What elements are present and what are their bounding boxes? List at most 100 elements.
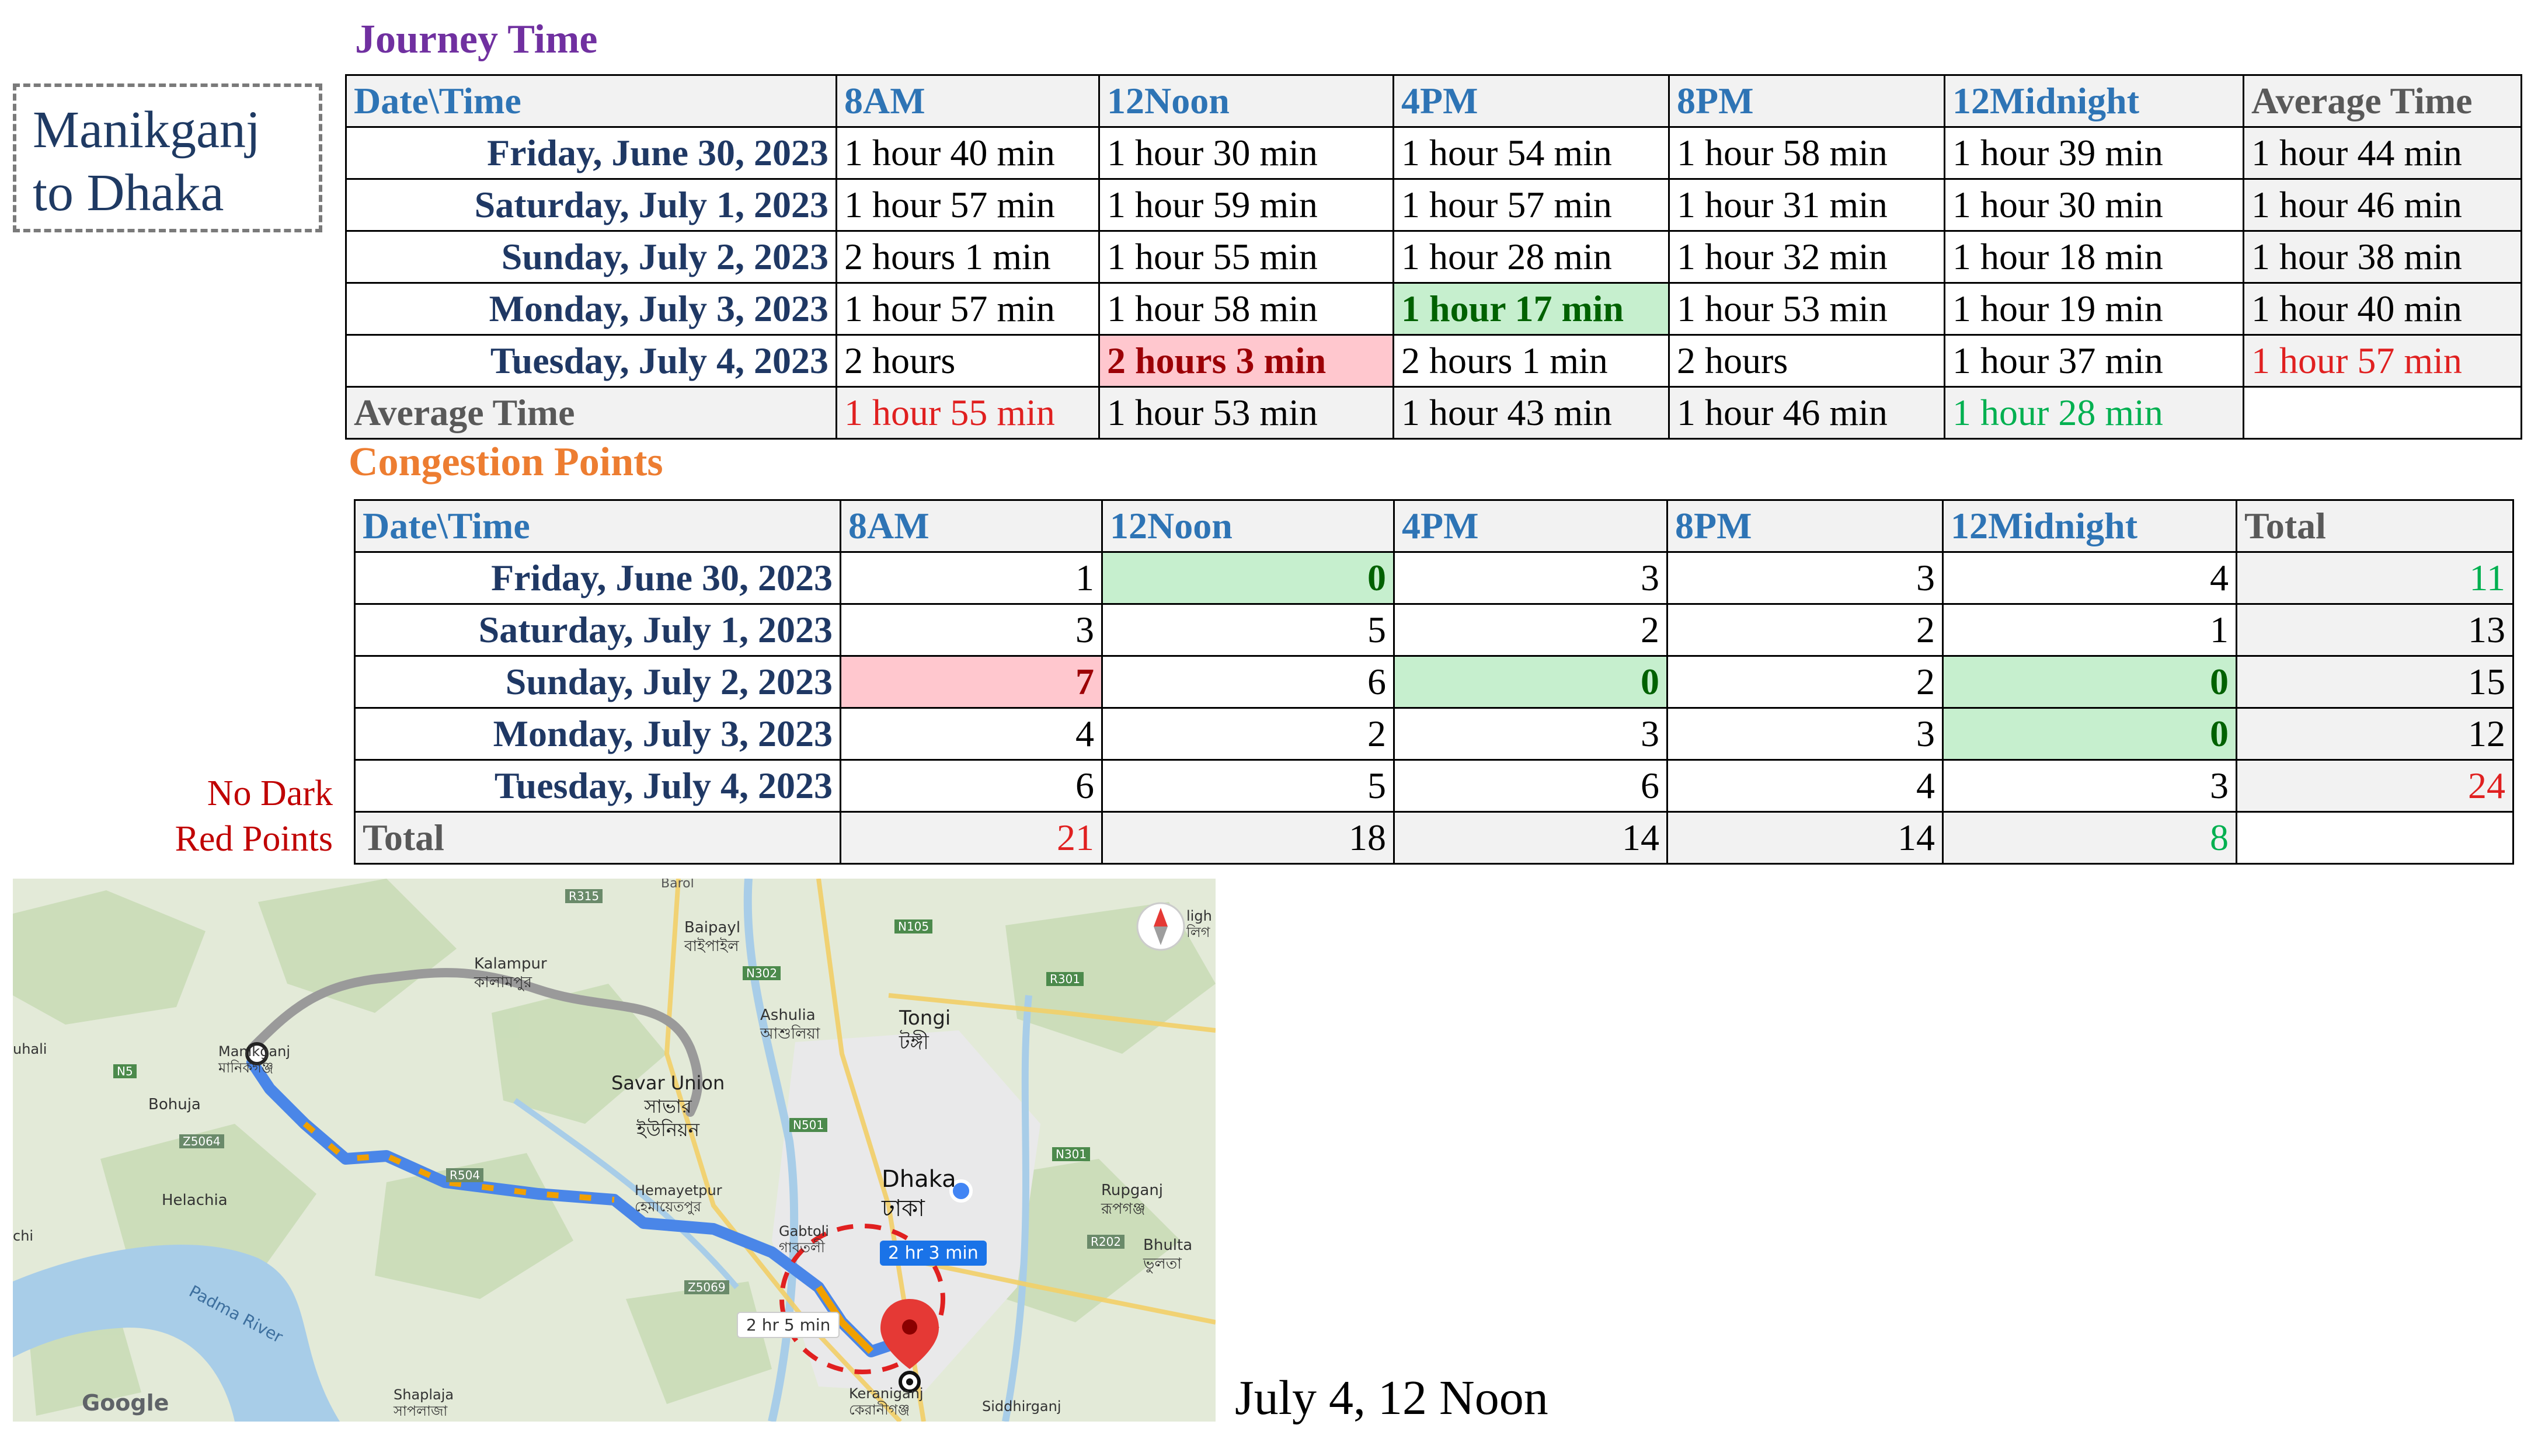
time-cell-fastest: 1 hour 17 min [1392, 282, 1670, 336]
header-cell: 4PM [1392, 74, 1670, 128]
map-label: Hemayetpur হেমায়েতপুর [635, 1182, 722, 1215]
count-cell-zero: 0 [1101, 551, 1395, 605]
time-cell: 1 hour 30 min [1098, 126, 1394, 180]
average-row: Average Time 1 hour 55 min 1 hour 53 min… [345, 386, 2522, 440]
road-shield: N301 [1052, 1147, 1091, 1161]
no-dark-red-points-note: No Dark Red Points [117, 771, 333, 862]
road-shield: R202 [1087, 1235, 1125, 1249]
map-label: Tongi টঙ্গী [899, 1006, 951, 1054]
origin-marker [245, 1042, 269, 1065]
time-cell: 2 hours 1 min [835, 230, 1100, 284]
date-cell: Friday, June 30, 2023 [354, 551, 841, 605]
total-cell-min: 11 [2236, 551, 2514, 605]
time-cell: 1 hour 28 min [1392, 230, 1670, 284]
count-cell: 3 [1942, 759, 2237, 813]
note-line-2: Red Points [175, 819, 333, 859]
table-row: Saturday, July 1, 2023 1 hour 57 min 1 h… [345, 178, 2522, 232]
map-label: Keraniganj কেরানীগঞ্জ [849, 1385, 924, 1418]
map-label: Helachia [162, 1192, 228, 1209]
average-cell: 1 hour 38 min [2243, 230, 2522, 284]
route-label-line-2: to Dhaka [33, 164, 224, 222]
count-cell: 6 [1101, 655, 1395, 709]
total-cell-max: 24 [2236, 759, 2514, 813]
journey-time-title: Journey Time [355, 17, 598, 62]
count-cell: 4 [840, 707, 1103, 761]
road-shield: N501 [789, 1118, 828, 1132]
map-label: Kalampur কালামপুর [474, 955, 547, 991]
total-cell-min: 8 [1942, 811, 2237, 865]
table-row: Tuesday, July 4, 2023 2 hours 2 hours 3 … [345, 334, 2522, 388]
map-label: uhali [13, 1041, 47, 1057]
date-cell: Sunday, July 2, 2023 [345, 230, 837, 284]
route-time-callout[interactable]: 2 hr 3 min [880, 1241, 987, 1266]
map-canvas [13, 879, 1216, 1422]
alt-route-time-callout[interactable]: 2 hr 5 min [737, 1312, 840, 1338]
count-cell: 1 [1942, 603, 2237, 657]
total-cell: 18 [1101, 811, 1395, 865]
time-cell: 1 hour 57 min [1392, 178, 1670, 232]
header-cell: 4PM [1393, 499, 1668, 553]
current-location-dot [949, 1179, 973, 1203]
table-row: Tuesday, July 4, 2023 6 5 6 4 3 24 [354, 759, 2514, 813]
count-cell: 2 [1666, 603, 1944, 657]
map-label: chi [13, 1228, 34, 1244]
route-label-box: Manikganj to Dhaka [13, 83, 322, 232]
time-cell: 1 hour 32 min [1668, 230, 1945, 284]
route-map[interactable]: Barol R315 Baipayl বাইপাইল N105 N302 R301… [13, 879, 1216, 1422]
time-cell: 1 hour 58 min [1098, 282, 1394, 336]
note-line-1: No Dark [207, 774, 333, 813]
time-cell: 1 hour 54 min [1392, 126, 1670, 180]
header-cell: 8AM [840, 499, 1103, 553]
road-shield: R301 [1046, 972, 1084, 986]
date-cell: Friday, June 30, 2023 [345, 126, 837, 180]
time-cell: 1 hour 58 min [1668, 126, 1945, 180]
header-cell: 8AM [835, 74, 1100, 128]
average-cell: 1 hour 44 min [2243, 126, 2522, 180]
average-cell: 1 hour 46 min [2243, 178, 2522, 232]
time-cell: 2 hours [1668, 334, 1945, 388]
count-cell: 6 [840, 759, 1103, 813]
time-cell: 1 hour 53 min [1668, 282, 1945, 336]
count-cell: 5 [1101, 759, 1395, 813]
header-cell: 12Noon [1098, 74, 1394, 128]
map-label-dhaka: Dhaka ঢাকা [882, 1166, 956, 1222]
total-cell: 14 [1666, 811, 1944, 865]
count-cell-zero: 0 [1942, 655, 2237, 709]
road-shield: N5 [113, 1064, 137, 1078]
header-cell: 8PM [1666, 499, 1944, 553]
count-cell: 2 [1101, 707, 1395, 761]
count-cell: 5 [1101, 603, 1395, 657]
table-row: Monday, July 3, 2023 4 2 3 3 0 12 [354, 707, 2514, 761]
congestion-points-table: Date\Time 8AM 12Noon 4PM 8PM 12Midnight … [354, 499, 2514, 865]
count-cell: 4 [1942, 551, 2237, 605]
table-row: Sunday, July 2, 2023 7 6 0 2 0 15 [354, 655, 2514, 709]
time-cell: 2 hours [835, 334, 1100, 388]
count-cell: 4 [1666, 759, 1944, 813]
average-cell-min: 1 hour 28 min [1944, 386, 2244, 440]
map-label: Ashulia আশুলিয়া [760, 1006, 820, 1043]
date-cell: Saturday, July 1, 2023 [354, 603, 841, 657]
map-label: Rupganj রূপগঞ্জ [1101, 1182, 1164, 1218]
table-row: Friday, June 30, 2023 1 0 3 3 4 11 [354, 551, 2514, 605]
time-cell: 1 hour 37 min [1944, 334, 2244, 388]
count-cell: 3 [1393, 707, 1668, 761]
time-cell: 1 hour 39 min [1944, 126, 2244, 180]
time-cell: 1 hour 30 min [1944, 178, 2244, 232]
time-cell-slowest: 2 hours 3 min [1098, 334, 1394, 388]
total-row: Total 21 18 14 14 8 [354, 811, 2514, 865]
count-cell-max: 7 [840, 655, 1103, 709]
count-cell: 3 [1666, 551, 1944, 605]
journey-time-table: Date\Time 8AM 12Noon 4PM 8PM 12Midnight … [345, 74, 2522, 440]
map-label: Baipayl বাইপাইল [684, 919, 741, 955]
date-cell: Tuesday, July 4, 2023 [354, 759, 841, 813]
time-cell: 2 hours 1 min [1392, 334, 1670, 388]
table-row: Friday, June 30, 2023 1 hour 40 min 1 ho… [345, 126, 2522, 180]
count-cell-zero: 0 [1942, 707, 2237, 761]
map-label: Siddhirganj [982, 1398, 1061, 1415]
date-cell: Monday, July 3, 2023 [345, 282, 837, 336]
road-shield: Z5069 [684, 1280, 729, 1294]
count-cell: 2 [1393, 603, 1668, 657]
average-cell: 1 hour 53 min [1098, 386, 1394, 440]
empty-cell [2236, 811, 2514, 865]
average-cell: 1 hour 43 min [1392, 386, 1670, 440]
